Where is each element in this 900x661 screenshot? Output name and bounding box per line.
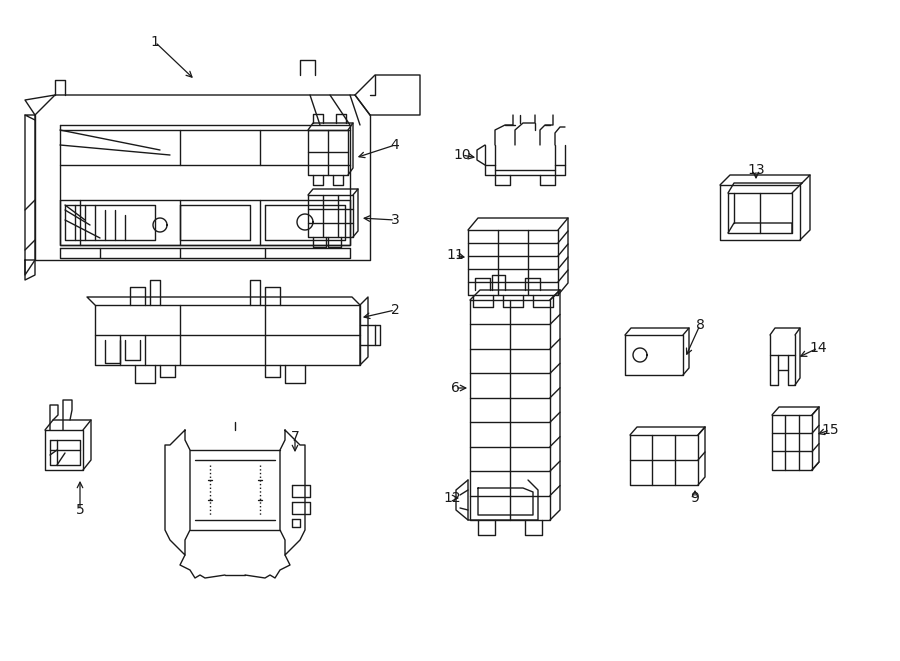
- Text: 15: 15: [821, 423, 839, 437]
- Text: 4: 4: [391, 138, 400, 152]
- Text: 14: 14: [809, 341, 827, 355]
- Text: 8: 8: [696, 318, 705, 332]
- Text: 12: 12: [443, 491, 461, 505]
- Text: 11: 11: [446, 248, 464, 262]
- Text: 5: 5: [76, 503, 85, 517]
- Text: 3: 3: [391, 213, 400, 227]
- Text: 7: 7: [291, 430, 300, 444]
- Text: 6: 6: [451, 381, 459, 395]
- Text: 13: 13: [747, 163, 765, 177]
- Text: 9: 9: [690, 491, 699, 505]
- Text: 10: 10: [454, 148, 471, 162]
- Text: 1: 1: [150, 35, 159, 49]
- Text: 2: 2: [391, 303, 400, 317]
